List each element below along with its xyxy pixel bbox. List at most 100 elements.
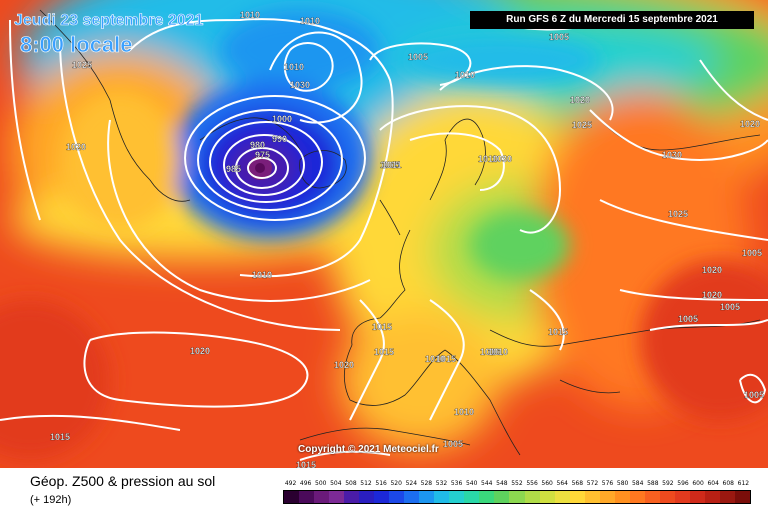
scale-label: 576 <box>601 480 614 487</box>
scale-swatch <box>344 491 360 503</box>
scale-swatch <box>644 491 660 503</box>
isobar-label: 1010 <box>480 347 500 357</box>
isobar-labels: 1010 1025 1020 1010 1020 1005 1010 1020 … <box>50 10 764 468</box>
scale-swatch <box>464 491 480 503</box>
scale-swatch <box>584 491 600 503</box>
isobar-label: 1005 <box>443 439 463 449</box>
isobar-label: 990 <box>272 134 287 144</box>
isobar-label: 1015 <box>548 327 568 337</box>
forecast-time: 8:00 locale <box>20 32 133 58</box>
scale-swatch <box>599 491 615 503</box>
scale-label: 496 <box>299 480 312 487</box>
scale-label: 492 <box>284 480 297 487</box>
scale-swatch <box>554 491 570 503</box>
scale-swatch <box>359 491 375 503</box>
isobar-label: 1005 <box>408 52 428 62</box>
scale-swatch <box>524 491 540 503</box>
coastlines <box>39 9 761 456</box>
scale-swatch <box>719 491 735 503</box>
scale-label: 520 <box>390 480 402 487</box>
scale-swatch <box>374 491 390 503</box>
scale-label: 608 <box>722 480 734 487</box>
isobar-label: 1025 <box>72 60 92 70</box>
isobar-label: 1020 <box>570 95 590 105</box>
scale-swatch <box>449 491 465 503</box>
scale-swatch <box>734 491 750 503</box>
scale-label: 572 <box>586 480 599 487</box>
isobar-label: 1020 <box>702 290 722 300</box>
scale-swatch <box>674 491 690 503</box>
isobar-label: 1025 <box>668 209 688 219</box>
weather-map: 1010 1025 1020 1010 1020 1005 1010 1020 … <box>0 0 768 468</box>
isobar-label: 1020 <box>702 265 722 275</box>
isobar-label: 1005 <box>549 32 569 42</box>
isobar-label: 1010 <box>488 347 508 357</box>
scale-label: 516 <box>375 480 387 487</box>
scale-swatch <box>509 491 525 503</box>
scale-swatch <box>659 491 675 503</box>
scale-swatch <box>419 491 435 503</box>
isobar-label: 1010 <box>478 154 498 164</box>
isobar-label: 1010 <box>455 70 475 80</box>
scale-swatch <box>434 491 450 503</box>
isobar-label: 1010 <box>284 62 304 72</box>
scale-swatch <box>614 491 630 503</box>
isobar-label: 1020 <box>334 360 354 370</box>
color-scale-bar <box>283 490 751 504</box>
scale-swatch <box>314 491 330 503</box>
scale-label: 604 <box>707 480 719 487</box>
isobar-label: 1010 <box>454 407 474 417</box>
scale-label: 596 <box>677 480 689 487</box>
isobar-label: 975 <box>255 150 270 160</box>
scale-label: 568 <box>571 480 584 487</box>
isobar-label: 1000 <box>272 114 292 124</box>
scale-swatch <box>689 491 705 503</box>
scale-swatch <box>404 491 420 503</box>
isobar-label: 1015 <box>372 322 392 332</box>
scale-label: 536 <box>450 480 463 487</box>
forecast-date: Jeudi 23 septembre 2021 <box>14 12 204 30</box>
scale-label: 612 <box>737 480 750 487</box>
scale-swatch <box>704 491 720 503</box>
scale-label: 592 <box>662 480 674 487</box>
scale-label: 552 <box>511 480 523 487</box>
isobar-label: 1010 <box>252 270 272 280</box>
isobar-label: 980 <box>250 140 265 150</box>
scale-label: 560 <box>541 480 553 487</box>
isobar-label: 1030 <box>290 80 310 90</box>
isobar-label: 1005 <box>744 390 764 400</box>
isobars <box>0 18 768 461</box>
scale-label: 504 <box>330 480 342 487</box>
copyright-notice: Copyright © 2021 Meteociel.fr <box>298 444 439 455</box>
scale-label: 540 <box>465 480 478 487</box>
isobar-label: 1015 <box>374 347 394 357</box>
scale-label: 528 <box>420 480 433 487</box>
scale-label: 508 <box>345 480 357 487</box>
scale-label: 588 <box>647 480 659 487</box>
scale-swatch <box>389 491 405 503</box>
isobar-label: 1005 <box>742 248 762 258</box>
map-title: Géop. Z500 & pression au sol <box>30 473 216 489</box>
isobar-label: 1010 <box>240 10 260 20</box>
isobar-label: 1005 <box>720 302 740 312</box>
run-info-banner: Run GFS 6 Z du Mercredi 15 septembre 202… <box>470 11 754 29</box>
isobar-label: 1025 <box>572 120 592 130</box>
isobar-label: 1015 <box>380 160 400 170</box>
scale-swatch <box>494 491 510 503</box>
scale-swatch <box>539 491 555 503</box>
color-scale-labels: 492 496 500 504 508 512 516 520 524 528 532 536 540 5… <box>283 480 751 490</box>
scale-label: 500 <box>315 480 327 487</box>
scale-label: 556 <box>526 480 538 487</box>
scale-label: 600 <box>692 480 704 487</box>
scale-label: 564 <box>556 480 568 487</box>
isobar-label: 1020 <box>740 119 760 129</box>
scale-label: 548 <box>496 480 508 487</box>
scale-swatch <box>629 491 645 503</box>
scale-label: 584 <box>631 480 644 487</box>
scale-swatch <box>329 491 345 503</box>
forecast-lead-time: (+ 192h) <box>30 494 72 506</box>
scale-swatch <box>479 491 495 503</box>
color-scale: 492 496 500 504 508 512 516 520 524 528 532 536 540 5… <box>283 480 751 504</box>
isobar-label: 1010 <box>300 16 320 26</box>
isobar-label: 1015 <box>436 354 456 364</box>
